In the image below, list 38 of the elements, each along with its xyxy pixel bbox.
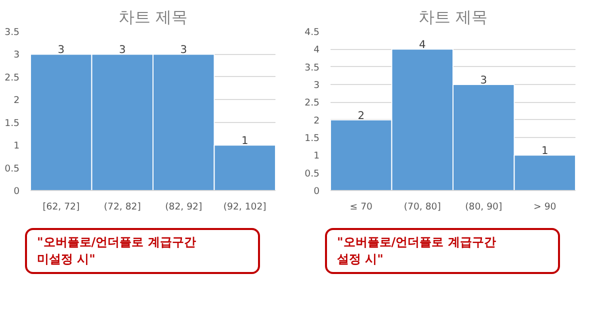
data-label: 3 (58, 43, 65, 56)
y-tick-label: 2.5 (4, 72, 20, 84)
y-tick-label: 3 (14, 50, 20, 61)
data-label: 3 (480, 74, 488, 86)
y-tick-label: 2 (314, 115, 320, 126)
data-label: 3 (180, 43, 188, 56)
data-label: 3 (118, 43, 126, 56)
x-tick-label: > 90 (534, 202, 556, 212)
y-tick-label: 4 (314, 44, 320, 56)
x-tick-label: (72, 82] (104, 202, 141, 212)
data-label: 4 (418, 38, 426, 52)
data-label: 1 (241, 134, 248, 148)
x-tick-label: (80, 90] (465, 202, 502, 212)
data-label: 2 (358, 108, 365, 122)
y-tick-label: 2.5 (304, 98, 320, 109)
y-tick-label: 2 (14, 95, 20, 106)
y-tick-label: 0 (14, 186, 20, 197)
y-tick-label: 3 (314, 80, 320, 91)
chart-title: 차트 제목 (118, 8, 188, 26)
data-label: 1 (541, 144, 548, 158)
y-tick-label: 0 (314, 186, 320, 197)
y-tick-label: 3.5 (4, 27, 20, 38)
x-tick-label: (82, 92] (165, 202, 202, 212)
y-tick-label: 0.5 (4, 163, 20, 174)
y-tick-label: 1.5 (304, 133, 320, 144)
y-tick-label: 1 (14, 140, 20, 152)
y-tick-label: 1 (314, 150, 320, 162)
text: "오버플로/언더플로 계급구간 미설정 시" (37, 234, 196, 268)
text: "오버플로/언더플로 계급구간 설정 시" (337, 234, 496, 268)
y-tick-label: 4.5 (304, 27, 320, 38)
x-tick-label: (70, 80] (404, 202, 441, 212)
x-tick-label: ≤ 70 (350, 202, 373, 212)
y-tick-label: 1.5 (4, 118, 20, 129)
y-tick-label: 0.5 (304, 168, 320, 180)
chart-title: 차트 제목 (418, 8, 488, 26)
x-tick-label: (92, 102] (223, 202, 266, 212)
x-tick-label: [62, 72] (42, 202, 80, 212)
y-tick-label: 3.5 (304, 62, 320, 74)
